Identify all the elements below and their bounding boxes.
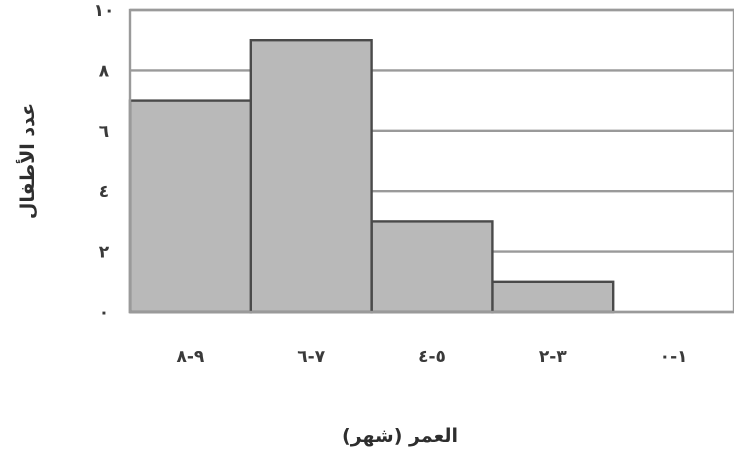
x-axis-title: العمر (شهر): [342, 425, 458, 447]
y-axis-title: عدد الأطفال: [16, 103, 39, 219]
x-tick-label: ٣-٢: [539, 347, 567, 367]
y-tick-label: ٠: [99, 303, 109, 323]
y-tick-label: ٢: [99, 243, 110, 263]
x-tick-label: ٧-٦: [297, 347, 325, 367]
bars: [130, 40, 613, 312]
bar-4: [130, 101, 251, 312]
y-tick-label: ٨: [99, 61, 110, 81]
x-tick-labels: ١-٠ ٣-٢ ٥-٤ ٧-٦ ٩-٨: [176, 347, 687, 367]
x-tick-label: ٥-٤: [418, 347, 446, 367]
y-tick-label: ٦: [99, 122, 109, 142]
bar-2: [372, 221, 493, 312]
bar-3: [251, 40, 372, 312]
x-tick-label: ٩-٨: [176, 347, 204, 367]
y-tick-label: ٤: [99, 182, 109, 202]
bar-1: [492, 282, 613, 312]
y-tick-labels: ٠ ٢ ٤ ٦ ٨ ١٠: [94, 1, 115, 323]
y-tick-label: ١٠: [94, 1, 115, 21]
x-tick-label: ١-٠: [660, 347, 688, 367]
